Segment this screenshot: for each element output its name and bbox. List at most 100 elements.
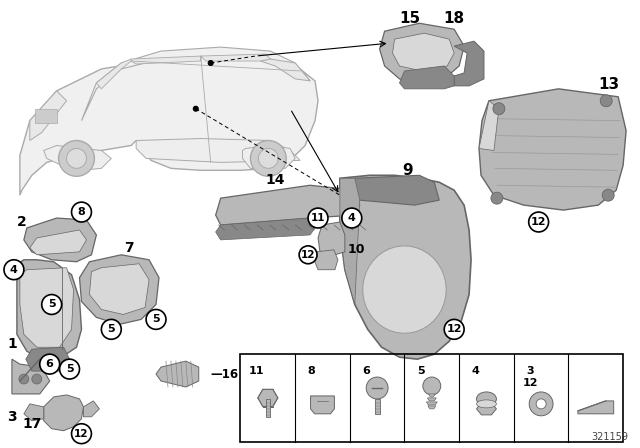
Text: 6: 6 (362, 366, 370, 376)
Text: 11: 11 (249, 366, 265, 376)
Polygon shape (79, 255, 159, 324)
Bar (266, 399, 270, 417)
Polygon shape (24, 404, 44, 421)
Circle shape (308, 208, 328, 228)
Circle shape (67, 148, 86, 168)
Circle shape (366, 377, 388, 399)
Circle shape (600, 95, 612, 107)
Circle shape (493, 103, 505, 115)
Text: 12: 12 (531, 217, 547, 227)
Polygon shape (17, 260, 81, 359)
Text: 5: 5 (417, 366, 425, 376)
Polygon shape (477, 403, 497, 415)
Polygon shape (136, 138, 300, 162)
Polygon shape (243, 146, 295, 170)
Text: 13: 13 (598, 78, 620, 92)
Text: 5: 5 (66, 364, 74, 374)
Polygon shape (30, 91, 67, 141)
Polygon shape (350, 175, 439, 205)
Polygon shape (20, 56, 318, 195)
Polygon shape (44, 395, 83, 431)
Polygon shape (12, 359, 50, 394)
Polygon shape (578, 401, 614, 414)
Circle shape (529, 212, 548, 232)
Text: 5: 5 (152, 314, 160, 324)
Polygon shape (426, 402, 437, 405)
Text: 4: 4 (10, 265, 18, 275)
Text: 3: 3 (7, 410, 17, 424)
Text: 7: 7 (124, 241, 134, 255)
Circle shape (101, 319, 121, 339)
Polygon shape (258, 389, 278, 406)
Ellipse shape (477, 392, 497, 406)
Circle shape (491, 192, 503, 204)
Polygon shape (20, 268, 74, 347)
Polygon shape (318, 222, 345, 255)
Text: 6: 6 (45, 359, 54, 369)
Text: 8: 8 (77, 207, 85, 217)
Circle shape (250, 141, 286, 177)
Polygon shape (399, 66, 454, 89)
Text: 15: 15 (399, 11, 420, 26)
Text: 14: 14 (266, 173, 285, 187)
Circle shape (72, 202, 92, 222)
Circle shape (59, 141, 95, 177)
Text: 12: 12 (447, 324, 462, 334)
Text: 18: 18 (444, 11, 465, 26)
Circle shape (19, 374, 29, 384)
Bar (374, 399, 380, 414)
Polygon shape (479, 89, 626, 210)
Polygon shape (44, 146, 111, 170)
Polygon shape (454, 41, 484, 86)
Text: 8: 8 (308, 366, 316, 376)
Circle shape (299, 246, 317, 264)
Circle shape (423, 377, 441, 395)
Polygon shape (340, 178, 360, 305)
Circle shape (42, 294, 61, 314)
Text: 4: 4 (472, 366, 479, 376)
Polygon shape (81, 47, 310, 121)
Polygon shape (479, 101, 499, 151)
Circle shape (40, 354, 60, 374)
Circle shape (444, 319, 464, 339)
Circle shape (4, 260, 24, 280)
Text: 5: 5 (108, 324, 115, 334)
Circle shape (342, 208, 362, 228)
Polygon shape (156, 361, 199, 387)
Text: 12: 12 (301, 250, 316, 260)
Text: 321159: 321159 (591, 431, 628, 442)
Polygon shape (83, 401, 99, 417)
Polygon shape (30, 230, 86, 255)
Circle shape (259, 148, 278, 168)
Polygon shape (216, 218, 315, 240)
Circle shape (72, 424, 92, 444)
Bar (241, 354, 623, 442)
Polygon shape (131, 56, 201, 64)
Circle shape (32, 374, 42, 384)
Circle shape (60, 359, 79, 379)
Circle shape (193, 106, 198, 111)
Circle shape (529, 392, 553, 416)
Text: 17: 17 (22, 417, 42, 431)
Text: 3
12: 3 12 (522, 366, 538, 388)
Polygon shape (260, 59, 310, 81)
Circle shape (208, 60, 213, 65)
Polygon shape (216, 185, 360, 225)
Text: 5: 5 (48, 300, 56, 310)
Polygon shape (428, 394, 435, 397)
Text: —16: —16 (211, 367, 239, 380)
Circle shape (146, 310, 166, 329)
Polygon shape (380, 23, 464, 83)
Circle shape (602, 189, 614, 201)
Ellipse shape (477, 400, 497, 408)
Text: 1: 1 (7, 337, 17, 351)
Text: 12: 12 (74, 429, 89, 439)
Polygon shape (26, 347, 70, 371)
Polygon shape (90, 264, 149, 314)
Polygon shape (201, 54, 270, 61)
Polygon shape (392, 33, 454, 71)
Text: 10: 10 (348, 243, 365, 256)
Polygon shape (428, 406, 436, 409)
Bar (35, 109, 57, 123)
Polygon shape (310, 396, 335, 414)
